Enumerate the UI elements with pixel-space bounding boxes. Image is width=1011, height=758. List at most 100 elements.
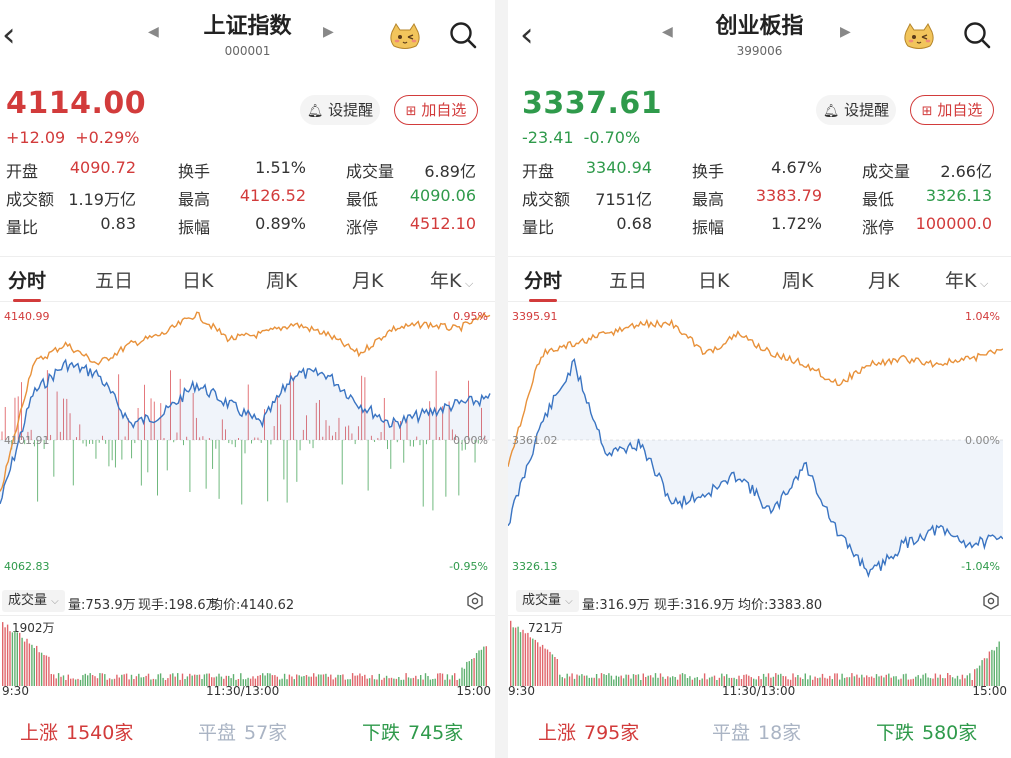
tab-daily-k[interactable]: 日K — [698, 270, 730, 292]
mascot-icon[interactable] — [902, 20, 936, 50]
current-price: 3337.61 — [522, 86, 663, 121]
volume-indicator-label: 成交量 — [522, 593, 562, 608]
volume-bar — [853, 676, 856, 686]
volume-bar — [45, 655, 48, 686]
tab-weekly-k[interactable]: 周K — [266, 270, 298, 292]
volume-indicator-select[interactable]: 成交量 ⌵ — [516, 590, 579, 612]
volume-bar — [194, 674, 196, 686]
volume-toolbar: 成交量 ⌵ 量:316.9万 现手:316.9万 均价:3383.80 — [508, 586, 1011, 616]
volume-bar — [454, 673, 456, 686]
volume-bar — [723, 676, 725, 686]
volume-bar — [237, 679, 240, 686]
unchanged-label: 平盘 — [198, 722, 237, 744]
volume-max-label: 1902万 — [12, 621, 55, 635]
volume-bar — [713, 675, 716, 686]
intraday-chart[interactable]: 4140.99 0.95% 4101.91 0.00% 4062.83 -0.9… — [0, 304, 495, 580]
tab-monthly-k[interactable]: 月K — [352, 270, 384, 292]
volume-bar — [16, 632, 18, 686]
volume-bar — [922, 674, 924, 686]
prev-index-icon[interactable]: ◀ — [662, 24, 673, 40]
back-arrow-icon[interactable]: ‹ — [520, 15, 534, 55]
volume-bar — [21, 637, 23, 686]
tab-yearly-k-label: 年K — [430, 270, 462, 292]
volume-bar — [167, 678, 169, 686]
price-area — [0, 360, 490, 504]
volume-bar — [480, 649, 483, 686]
stat-value: 4090.72 — [69, 158, 136, 177]
stat-label: 振幅 — [692, 218, 725, 237]
market-breadth[interactable]: 上涨 795家 平盘 18家 下跌 580家 — [508, 718, 1011, 748]
volume-bar — [269, 673, 271, 686]
volume-bar — [91, 675, 94, 686]
search-icon[interactable] — [962, 20, 992, 50]
volume-bar — [407, 677, 410, 686]
market-breadth[interactable]: 上涨 1540家 平盘 57家 下跌 745家 — [0, 718, 495, 748]
volume-bar — [483, 646, 485, 686]
volume-bar — [240, 673, 242, 686]
intraday-chart[interactable]: 3395.91 1.04% 3361.02 0.00% 3326.13 -1.0… — [508, 304, 1003, 580]
volume-bar — [814, 676, 816, 686]
chevron-down-icon: ⌵ — [565, 596, 573, 607]
tab-monthly-k[interactable]: 月K — [868, 270, 900, 292]
volume-toolbar: 成交量 ⌵ 量:753.9万 现手:198.6万 均价:4140.62 — [0, 586, 495, 616]
volume-bar — [625, 674, 627, 686]
volume-bar — [99, 673, 101, 686]
volume-bar — [434, 678, 436, 686]
tab-yearly-k[interactable]: 年K ⌵ — [945, 266, 988, 293]
volume-bar — [162, 677, 164, 686]
volume-bar — [230, 678, 232, 686]
volume-bar — [691, 679, 694, 686]
tab-yearly-k[interactable]: 年K ⌵ — [430, 266, 473, 293]
volume-bar — [738, 675, 740, 686]
search-icon[interactable] — [448, 20, 478, 50]
volume-bar — [206, 673, 208, 686]
volume-bar — [463, 668, 466, 686]
volume-bar — [856, 674, 858, 686]
next-index-icon[interactable]: ▶ — [840, 24, 851, 40]
volume-bar — [652, 677, 654, 686]
tab-intraday[interactable]: 分时 — [8, 266, 46, 302]
stat-label: 量比 — [522, 218, 555, 237]
next-index-icon[interactable]: ▶ — [323, 24, 334, 40]
volume-bar — [466, 661, 468, 686]
tab-five-day[interactable]: 五日 — [95, 270, 134, 292]
volume-bar — [969, 673, 971, 686]
volume-bar — [351, 673, 354, 686]
volume-bar — [310, 676, 312, 686]
prev-index-icon[interactable]: ◀ — [148, 24, 159, 40]
settings-icon[interactable] — [466, 592, 484, 610]
stat-value: 3326.13 — [925, 186, 992, 205]
stat-value: 0.83 — [100, 214, 136, 233]
settings-icon[interactable] — [982, 592, 1000, 610]
volume-bar — [2, 622, 4, 686]
volume-bar — [62, 675, 65, 686]
volume-current: 现手:316.9万 — [654, 598, 735, 613]
set-alert-button[interactable]: 🔔︎ 设提醒 — [816, 95, 896, 125]
volume-bar — [293, 679, 295, 686]
volume-bar — [48, 656, 50, 686]
mascot-icon[interactable] — [388, 20, 422, 50]
quote-stats: 开盘 3340.94 换手 4.67% 成交量 2.66亿 成交额 7151亿 … — [508, 158, 1011, 242]
volume-bar — [765, 676, 767, 686]
volume-bar — [344, 679, 346, 686]
volume-bar — [245, 679, 247, 686]
header: ‹ ◀ 上证指数 000001 ▶ — [0, 0, 495, 68]
volume-bar — [510, 620, 512, 686]
add-watchlist-button[interactable]: ⊞ 加自选 — [394, 95, 478, 125]
tab-five-day[interactable]: 五日 — [609, 270, 648, 292]
stat-label: 最低 — [346, 190, 379, 209]
volume-bar — [23, 641, 26, 686]
back-arrow-icon[interactable]: ‹ — [2, 15, 16, 55]
volume-indicator-select[interactable]: 成交量 ⌵ — [2, 590, 65, 612]
volume-bar — [159, 673, 162, 686]
volume-bar — [541, 644, 544, 686]
tab-weekly-k[interactable]: 周K — [782, 270, 814, 292]
volume-bar — [388, 678, 390, 686]
volume-bar — [627, 674, 630, 686]
add-watchlist-button[interactable]: ⊞ 加自选 — [910, 95, 994, 125]
set-alert-button[interactable]: 🔔︎ 设提醒 — [300, 95, 380, 125]
volume-bar — [716, 680, 718, 686]
tab-daily-k[interactable]: 日K — [182, 270, 214, 292]
volume-bar — [951, 677, 954, 686]
tab-intraday[interactable]: 分时 — [524, 266, 562, 302]
